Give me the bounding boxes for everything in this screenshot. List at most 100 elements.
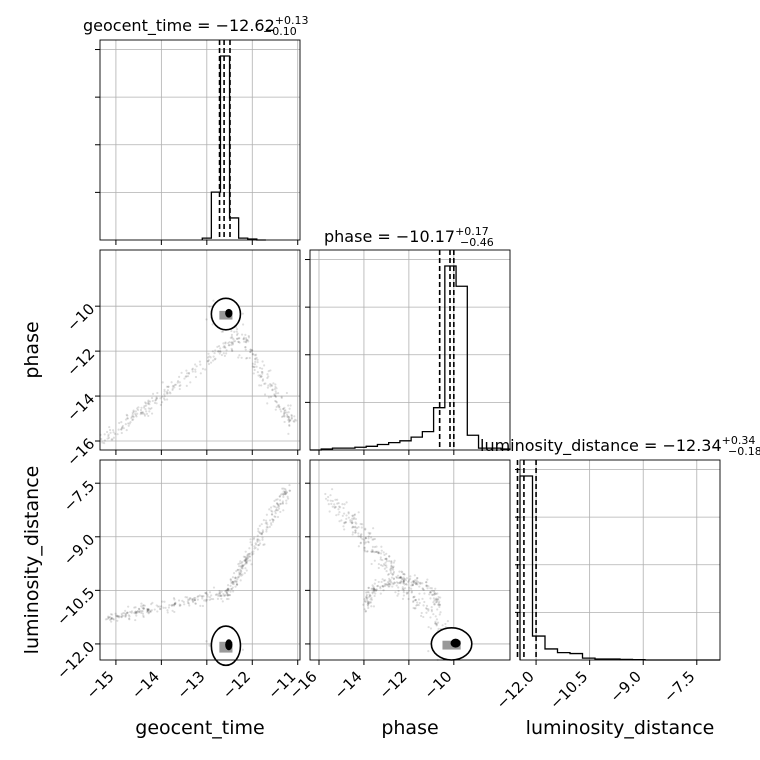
panel-geocent-time-vs-phase-point <box>127 422 130 425</box>
panel-phase-vs-luminosity-distance-point <box>353 531 357 534</box>
panel-geocent-time-vs-phase-point <box>172 384 175 388</box>
panel-geocent-time-vs-phase-point <box>288 419 291 422</box>
panel-geocent-time-vs-luminosity-distance-point <box>282 493 285 497</box>
panel-phase-vs-luminosity-distance-point <box>436 599 439 602</box>
panel-geocent-time-vs-luminosity-distance-point <box>146 611 149 614</box>
panel-phase-vs-luminosity-distance-point <box>361 538 364 541</box>
panel-phase-vs-luminosity-distance-point <box>381 584 384 588</box>
panel-phase-vs-luminosity-distance-point <box>365 595 368 598</box>
panel-phase-vs-luminosity-distance-point <box>363 542 366 545</box>
panel-geocent-time-vs-luminosity-distance-point <box>216 597 220 600</box>
panel-geocent-time-vs-phase-point <box>230 333 234 336</box>
panel-geocent-time-vs-luminosity-distance-point <box>256 538 259 541</box>
panel-phase-vs-luminosity-distance-point <box>386 583 389 586</box>
panel-phase-vs-luminosity-distance-point <box>402 580 405 583</box>
panel-geocent-time-vs-luminosity-distance-point <box>271 520 275 523</box>
panel-geocent-time-vs-phase-point <box>245 357 248 360</box>
panel-geocent-time-vs-phase-point <box>278 405 281 408</box>
panel-geocent-time-vs-luminosity-distance-point <box>278 504 281 507</box>
panel-geocent-time-vs-luminosity-distance-point <box>238 572 242 575</box>
panel-phase-vs-luminosity-distance-point <box>365 596 368 599</box>
panel-geocent-time-vs-phase-point <box>238 341 241 344</box>
panel-geocent-time-vs-phase-point <box>273 388 276 391</box>
panel-geocent-time-vs-luminosity-distance-point <box>196 595 199 598</box>
panel-geocent-time-vs-phase-point <box>251 352 254 356</box>
panel-geocent-time-vs-luminosity-distance-point <box>265 521 268 524</box>
hist-geocent-time-frame <box>99 39 301 241</box>
panel-phase-vs-luminosity-distance-point <box>336 498 339 501</box>
panel-geocent-time-vs-phase-point <box>270 383 273 386</box>
panel-geocent-time-vs-luminosity-distance-point <box>284 487 287 491</box>
panel-geocent-time-vs-phase-point <box>198 360 202 363</box>
panel-phase-vs-luminosity-distance-point <box>434 598 437 601</box>
panel-phase-vs-luminosity-distance-point <box>441 624 444 627</box>
panel-phase-vs-luminosity-distance-point <box>368 594 372 597</box>
panel-geocent-time-vs-luminosity-distance-point <box>232 582 235 586</box>
panel-phase-vs-luminosity-distance-point <box>371 538 374 541</box>
panel-geocent-time-vs-phase-point <box>261 367 264 370</box>
panel-geocent-time-vs-luminosity-distance-point <box>116 619 119 622</box>
panel-geocent-time-vs-phase-point <box>287 417 291 421</box>
panel-geocent-time-vs-phase-point <box>254 357 257 360</box>
panel-phase-vs-luminosity-distance-point <box>391 566 394 569</box>
panel-geocent-time-vs-phase-point <box>255 365 258 368</box>
panel-phase-vs-luminosity-distance-point <box>334 505 337 509</box>
panel-geocent-time-vs-luminosity-distance-point <box>277 507 281 510</box>
panel-phase-vs-luminosity-distance-point <box>354 517 357 521</box>
panel-geocent-time-vs-luminosity-distance-point <box>268 519 272 522</box>
panel-geocent-time-vs-phase-point <box>245 338 248 341</box>
panel-geocent-time-vs-luminosity-distance-point <box>243 572 246 575</box>
panel-geocent-time-vs-luminosity-distance-point <box>214 593 218 596</box>
panel-geocent-time-vs-luminosity-distance-point <box>283 490 287 494</box>
panel-geocent-time-vs-phase-point <box>289 404 292 407</box>
panel-geocent-time-vs-phase-point <box>211 323 214 326</box>
panel-geocent-time-vs-luminosity-distance-point <box>188 598 191 601</box>
panel-geocent-time-vs-phase-point <box>147 414 150 418</box>
panel-geocent-time-vs-phase-point <box>107 433 110 436</box>
panel-phase-vs-luminosity-distance-point <box>400 580 403 584</box>
panel-phase-vs-luminosity-distance-point <box>373 582 376 585</box>
panel-phase-vs-luminosity-distance-point <box>366 600 369 603</box>
panel-phase-vs-luminosity-distance-point <box>327 503 330 506</box>
panel-geocent-time-vs-luminosity-distance-point <box>285 491 288 494</box>
x-tick-label-phase: −14 <box>331 668 366 703</box>
panel-geocent-time-vs-phase-point <box>191 367 195 370</box>
panel-phase-vs-luminosity-distance-point <box>367 602 370 605</box>
panel-phase-vs-luminosity-distance-point <box>390 562 393 565</box>
panel-phase-vs-luminosity-distance-point <box>385 570 388 573</box>
panel-phase-vs-luminosity-distance-point <box>357 545 360 548</box>
panel-phase-vs-luminosity-distance-point <box>384 584 387 587</box>
panel-geocent-time-vs-phase-point <box>118 421 121 425</box>
panel-geocent-time-vs-phase-point <box>263 393 267 396</box>
panel-geocent-time-vs-phase-point <box>243 336 246 339</box>
panel-geocent-time-vs-phase-point <box>237 356 240 359</box>
panel-geocent-time-vs-luminosity-distance-point <box>270 509 273 512</box>
panel-phase-vs-luminosity-distance-point <box>367 541 370 544</box>
panel-geocent-time-vs-luminosity-distance-point <box>262 530 265 534</box>
panel-geocent-time-vs-phase-point <box>235 330 238 333</box>
panel-geocent-time-vs-phase-point <box>260 370 263 374</box>
panel-geocent-time-vs-phase-point <box>208 305 211 308</box>
panel-phase-vs-luminosity-distance-point <box>425 584 429 587</box>
y-axis-label-phase: phase <box>21 321 43 378</box>
panel-phase-vs-luminosity-distance-point <box>351 514 354 518</box>
panel-geocent-time-vs-luminosity-distance-point <box>244 557 248 560</box>
panel-geocent-time-vs-phase-point <box>141 411 145 414</box>
panel-geocent-time-vs-luminosity-distance-point <box>161 600 164 603</box>
panel-phase-vs-luminosity-distance-point <box>402 594 405 597</box>
panel-phase-vs-luminosity-distance-point <box>398 581 401 584</box>
panel-phase-vs-luminosity-distance-point <box>396 574 400 577</box>
panel-geocent-time-vs-phase-point <box>272 382 275 385</box>
panel-phase-vs-luminosity-distance-point <box>410 590 413 593</box>
panel-geocent-time-vs-phase-point <box>113 432 117 435</box>
panel-geocent-time-vs-phase-point <box>267 375 270 378</box>
panel-phase-vs-luminosity-distance-point <box>426 578 429 581</box>
panel-phase-vs-luminosity-distance-point <box>409 577 412 581</box>
panel-geocent-time-vs-luminosity-distance-point <box>181 599 184 602</box>
panel-geocent-time-vs-luminosity-distance-point <box>239 579 242 582</box>
panel-geocent-time-vs-phase-point <box>230 347 233 350</box>
panel-geocent-time-vs-luminosity-distance-point <box>260 523 263 526</box>
panel-phase-vs-luminosity-distance-point <box>354 529 357 532</box>
hist-phase-step <box>310 265 511 451</box>
panel-geocent-time-vs-luminosity-distance-point <box>236 583 239 586</box>
